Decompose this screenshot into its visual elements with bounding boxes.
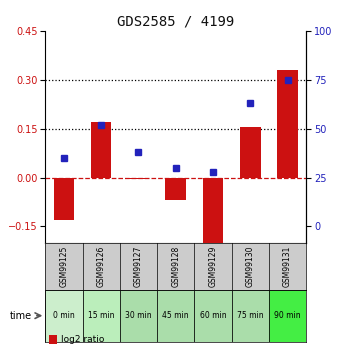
Bar [82, 290, 120, 342]
Text: GSM99127: GSM99127 [134, 246, 143, 287]
Text: 90 min: 90 min [274, 311, 301, 320]
Text: 45 min: 45 min [163, 311, 189, 320]
Text: time: time [10, 311, 32, 321]
Bar [166, 178, 186, 200]
Bar [240, 127, 261, 178]
Text: GSM99129: GSM99129 [208, 246, 218, 287]
Bar [195, 290, 232, 342]
Bar [232, 290, 269, 342]
Bar [277, 70, 298, 178]
Text: 0 min: 0 min [53, 311, 75, 320]
Text: GSM99126: GSM99126 [97, 246, 106, 287]
Bar [45, 290, 82, 342]
Title: GDS2585 / 4199: GDS2585 / 4199 [117, 14, 234, 29]
Text: GSM99130: GSM99130 [246, 246, 255, 287]
Bar [120, 290, 157, 342]
Text: GSM99128: GSM99128 [171, 246, 180, 287]
Text: GSM99125: GSM99125 [60, 246, 69, 287]
Text: 75 min: 75 min [237, 311, 264, 320]
Bar [54, 178, 74, 220]
Text: 60 min: 60 min [200, 311, 226, 320]
Bar [157, 290, 195, 342]
Text: GSM99131: GSM99131 [283, 246, 292, 287]
Text: 15 min: 15 min [88, 311, 114, 320]
Bar [269, 290, 306, 342]
Text: 30 min: 30 min [125, 311, 152, 320]
Bar [203, 178, 223, 243]
Bar [91, 122, 111, 178]
Bar [128, 178, 149, 179]
Text: log2 ratio: log2 ratio [61, 335, 104, 344]
